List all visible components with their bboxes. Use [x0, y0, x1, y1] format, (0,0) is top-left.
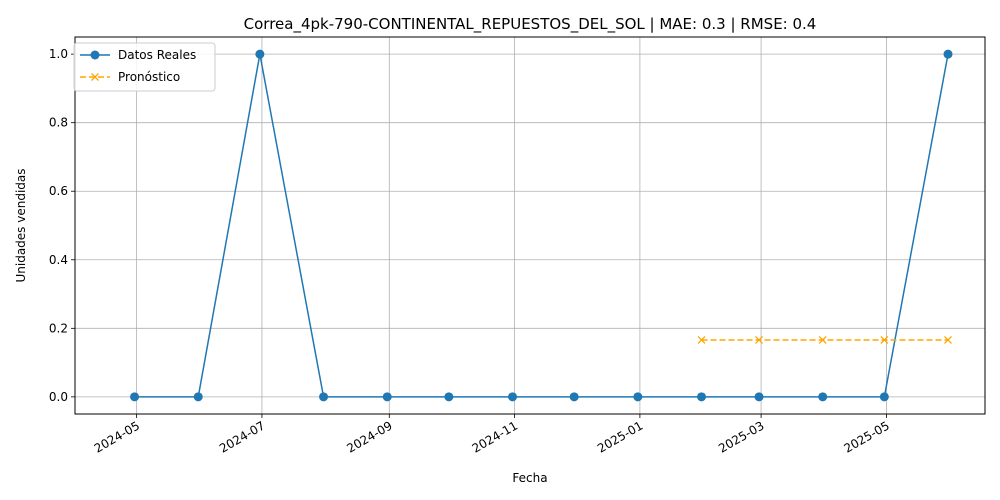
legend-label: Datos Reales	[118, 48, 196, 62]
data-point	[633, 392, 643, 402]
data-point	[818, 336, 827, 344]
legend-marker	[90, 50, 100, 60]
plot-border	[74, 36, 986, 415]
data-point	[130, 392, 140, 402]
y-tick-label: 0.0	[49, 390, 68, 404]
legend-item: Datos Reales	[80, 48, 196, 62]
y-axis-label: Unidades vendidas	[14, 168, 28, 282]
grid-lines	[75, 37, 985, 414]
series-layer	[130, 49, 953, 402]
data-point	[944, 336, 952, 344]
y-axis-ticks: 0.0 0.2 0.4 0.6 0.8 1.0	[49, 47, 75, 404]
data-point	[880, 336, 889, 344]
legend: Datos Reales Pronóstico	[73, 42, 216, 92]
legend-label: Pronóstico	[118, 70, 180, 84]
y-tick-label: 0.6	[49, 184, 68, 198]
y-tick-label: 0.4	[49, 253, 68, 267]
data-point	[697, 392, 707, 402]
data-point	[255, 49, 265, 59]
data-point	[943, 49, 953, 59]
data-point	[319, 392, 329, 402]
plot-frame	[74, 36, 986, 415]
y-tick-label: 0.2	[49, 321, 68, 335]
x-axis-label: Fecha	[512, 471, 547, 485]
y-tick-label: 0.8	[49, 116, 68, 130]
data-point	[818, 392, 828, 402]
data-point	[569, 392, 579, 402]
data-point	[697, 336, 706, 344]
data-point	[444, 392, 454, 402]
data-point	[382, 392, 392, 402]
chart-title: Correa_4pk-790-CONTINENTAL_REPUESTOS_DEL…	[244, 15, 817, 34]
data-point	[755, 336, 764, 344]
series-0	[130, 49, 953, 402]
legend-marker	[91, 73, 99, 81]
data-point	[193, 392, 203, 402]
y-tick-label: 1.0	[49, 47, 68, 61]
data-point	[508, 392, 518, 402]
data-point	[754, 392, 764, 402]
series-1	[697, 336, 952, 344]
data-point	[879, 392, 889, 402]
series-line	[134, 53, 949, 398]
legend-item: Pronóstico	[80, 70, 180, 84]
